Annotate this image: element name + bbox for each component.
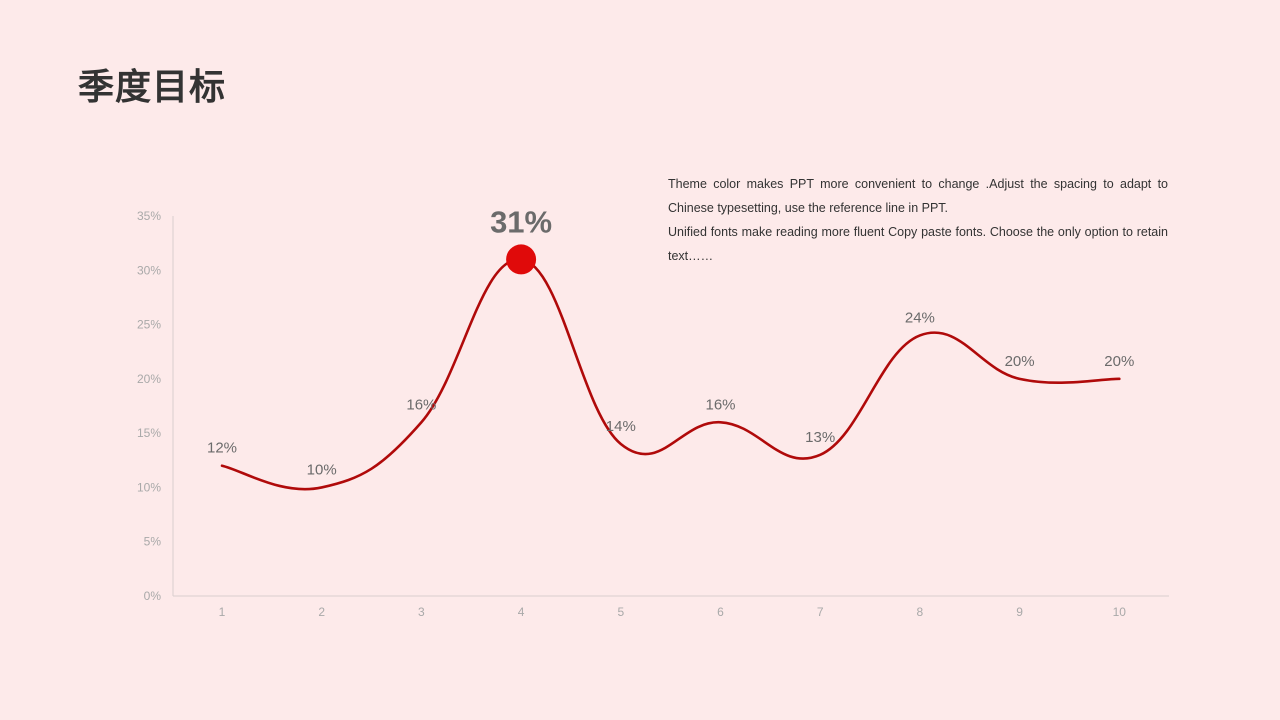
series-line	[220, 258, 1121, 491]
series-group	[220, 244, 1121, 491]
x-tick-label: 8	[917, 605, 924, 619]
y-tick-label: 10%	[137, 480, 161, 494]
data-label: 20%	[1005, 353, 1035, 370]
x-tick-label: 6	[717, 605, 724, 619]
data-label: 16%	[705, 396, 735, 413]
data-labels-group: 12% 10% 16% 31% 14% 16% 13% 24% 20% 20%	[207, 204, 1134, 478]
y-tick-label: 25%	[137, 318, 161, 332]
y-tick-label: 0%	[144, 589, 162, 603]
y-tick-label: 5%	[144, 535, 162, 549]
data-label: 12%	[207, 440, 237, 457]
data-label: 13%	[805, 429, 835, 446]
x-tick-label: 10	[1113, 605, 1127, 619]
data-label: 10%	[307, 461, 337, 478]
x-tick-label: 7	[817, 605, 824, 619]
data-label: 24%	[905, 309, 935, 326]
x-tick-label: 2	[318, 605, 325, 619]
description-paragraph-1: Theme color makes PPT more convenient to…	[668, 177, 1168, 215]
data-label: 20%	[1104, 353, 1134, 370]
x-tick-label: 1	[219, 605, 226, 619]
data-label: 14%	[606, 418, 636, 435]
page-title: 季度目标	[78, 67, 227, 108]
y-tick-label: 35%	[137, 209, 161, 223]
data-label: 16%	[406, 396, 436, 413]
x-tick-label: 5	[617, 605, 624, 619]
description-paragraph-2: Unified fonts make reading more fluent C…	[668, 225, 1168, 263]
axes: 0% 5% 10% 15% 20% 25% 30% 35% 1 2 3 4 5 6 7 8 9 10	[137, 209, 1169, 619]
y-tick-label: 30%	[137, 263, 161, 277]
y-tick-label: 15%	[137, 426, 161, 440]
x-tick-label: 4	[518, 605, 525, 619]
description-text: Theme color makes PPT more convenient to…	[668, 172, 1168, 268]
x-tick-label: 3	[418, 605, 425, 619]
y-tick-label: 20%	[137, 372, 161, 386]
highlight-data-label: 31%	[490, 204, 552, 239]
x-tick-label: 9	[1016, 605, 1023, 619]
highlight-point-marker	[506, 244, 537, 275]
